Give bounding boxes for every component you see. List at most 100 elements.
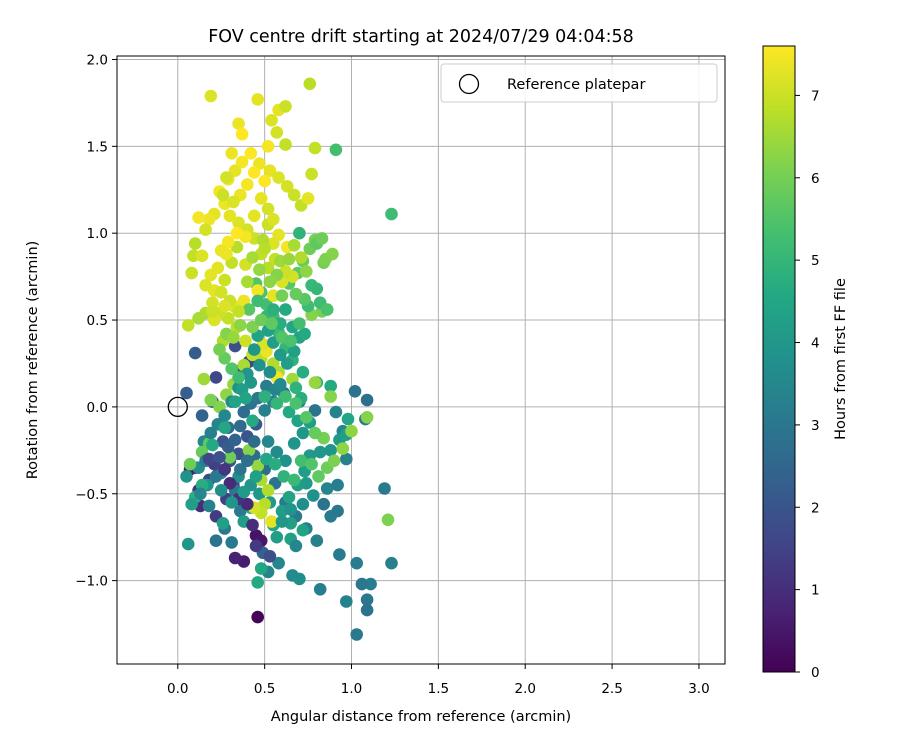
data-point xyxy=(246,518,259,532)
data-point xyxy=(296,523,310,537)
data-point xyxy=(265,317,278,330)
data-point xyxy=(188,237,202,250)
y-tick-label: −1.0 xyxy=(75,574,108,590)
data-point xyxy=(253,358,266,372)
data-point xyxy=(270,445,284,459)
data-point xyxy=(251,459,264,473)
data-point xyxy=(254,562,268,575)
data-point xyxy=(310,282,324,296)
data-point xyxy=(282,252,296,266)
data-point xyxy=(202,213,216,226)
colorbar-tick-label: 0 xyxy=(811,665,820,681)
data-point xyxy=(284,334,298,348)
data-point xyxy=(280,180,294,193)
x-tick-label: 3.0 xyxy=(688,681,709,697)
data-point xyxy=(308,376,322,389)
data-point xyxy=(329,143,343,157)
data-point xyxy=(227,195,240,209)
data-point xyxy=(218,273,231,287)
data-point xyxy=(270,397,284,410)
data-point xyxy=(180,386,193,400)
data-point xyxy=(378,482,391,495)
x-tick-label: 0.5 xyxy=(254,681,275,697)
data-point xyxy=(300,265,313,278)
plot-frame xyxy=(116,55,726,665)
data-point xyxy=(350,556,364,570)
data-point xyxy=(258,174,272,188)
data-point xyxy=(275,289,289,303)
data-point xyxy=(267,213,280,226)
data-point xyxy=(270,126,284,139)
data-point xyxy=(305,457,318,471)
data-point xyxy=(241,275,254,289)
data-point xyxy=(324,379,338,393)
data-point xyxy=(364,577,377,591)
data-point xyxy=(340,452,353,466)
data-point xyxy=(296,497,310,511)
data-point xyxy=(239,334,252,348)
data-point xyxy=(225,536,238,549)
colorbar-frame xyxy=(762,45,796,673)
data-point xyxy=(289,539,303,553)
y-axis: −1.0 −0.5 0.0 0.5 1.0 1.5 2.0 xyxy=(75,52,117,590)
data-point xyxy=(265,114,278,127)
data-point xyxy=(294,454,308,468)
x-tick-label: 1.5 xyxy=(428,681,449,697)
colorbar-tick-label: 1 xyxy=(811,583,820,599)
data-point xyxy=(327,454,341,468)
data-point xyxy=(308,426,322,440)
x-axis: 0.0 0.5 1.0 1.5 2.0 2.5 3.0 xyxy=(167,664,710,697)
data-point xyxy=(280,357,294,370)
data-point xyxy=(261,140,275,153)
data-point xyxy=(225,147,238,160)
data-point xyxy=(355,577,369,591)
data-point xyxy=(239,391,252,405)
y-tick-label: 2.0 xyxy=(87,52,108,68)
data-point xyxy=(263,550,277,563)
data-point xyxy=(275,515,289,528)
data-point xyxy=(254,313,268,327)
data-point xyxy=(320,303,334,316)
colorbar-tick-label: 5 xyxy=(811,253,820,269)
data-point xyxy=(204,393,218,407)
colorbar-ticks: 0 1 2 3 4 5 6 7 xyxy=(795,88,820,681)
data-point xyxy=(287,437,301,450)
data-point xyxy=(385,556,398,570)
data-point xyxy=(341,412,355,426)
data-point xyxy=(232,117,245,130)
data-point xyxy=(282,490,296,504)
data-point xyxy=(204,89,218,103)
data-point xyxy=(289,397,303,410)
data-point xyxy=(277,470,291,483)
data-point xyxy=(188,346,202,360)
data-point xyxy=(324,390,338,403)
legend-box xyxy=(440,63,718,103)
data-point xyxy=(209,470,223,483)
data-point xyxy=(232,216,245,230)
reference-platepar-marker xyxy=(167,396,188,418)
data-point xyxy=(263,164,277,177)
data-point xyxy=(244,376,258,389)
data-point xyxy=(185,497,198,511)
data-point xyxy=(192,312,205,325)
y-tick-label: −0.5 xyxy=(75,487,108,503)
data-point xyxy=(300,411,313,424)
x-tick-label: 2.0 xyxy=(514,681,535,697)
data-point xyxy=(218,299,231,313)
data-point xyxy=(258,242,272,256)
data-point xyxy=(313,583,327,596)
colorbar-tick-label: 4 xyxy=(811,336,820,352)
data-point xyxy=(296,365,310,379)
data-point xyxy=(272,556,285,570)
data-point xyxy=(183,457,197,471)
data-point xyxy=(194,487,207,501)
data-point xyxy=(247,343,261,356)
data-point xyxy=(234,319,247,332)
data-point xyxy=(228,551,242,565)
data-point xyxy=(289,381,303,395)
colorbar-tick-label: 3 xyxy=(811,418,820,434)
colorbar-tick-label: 2 xyxy=(811,500,820,516)
colorbar-gradient xyxy=(763,46,795,672)
data-point xyxy=(315,232,329,245)
